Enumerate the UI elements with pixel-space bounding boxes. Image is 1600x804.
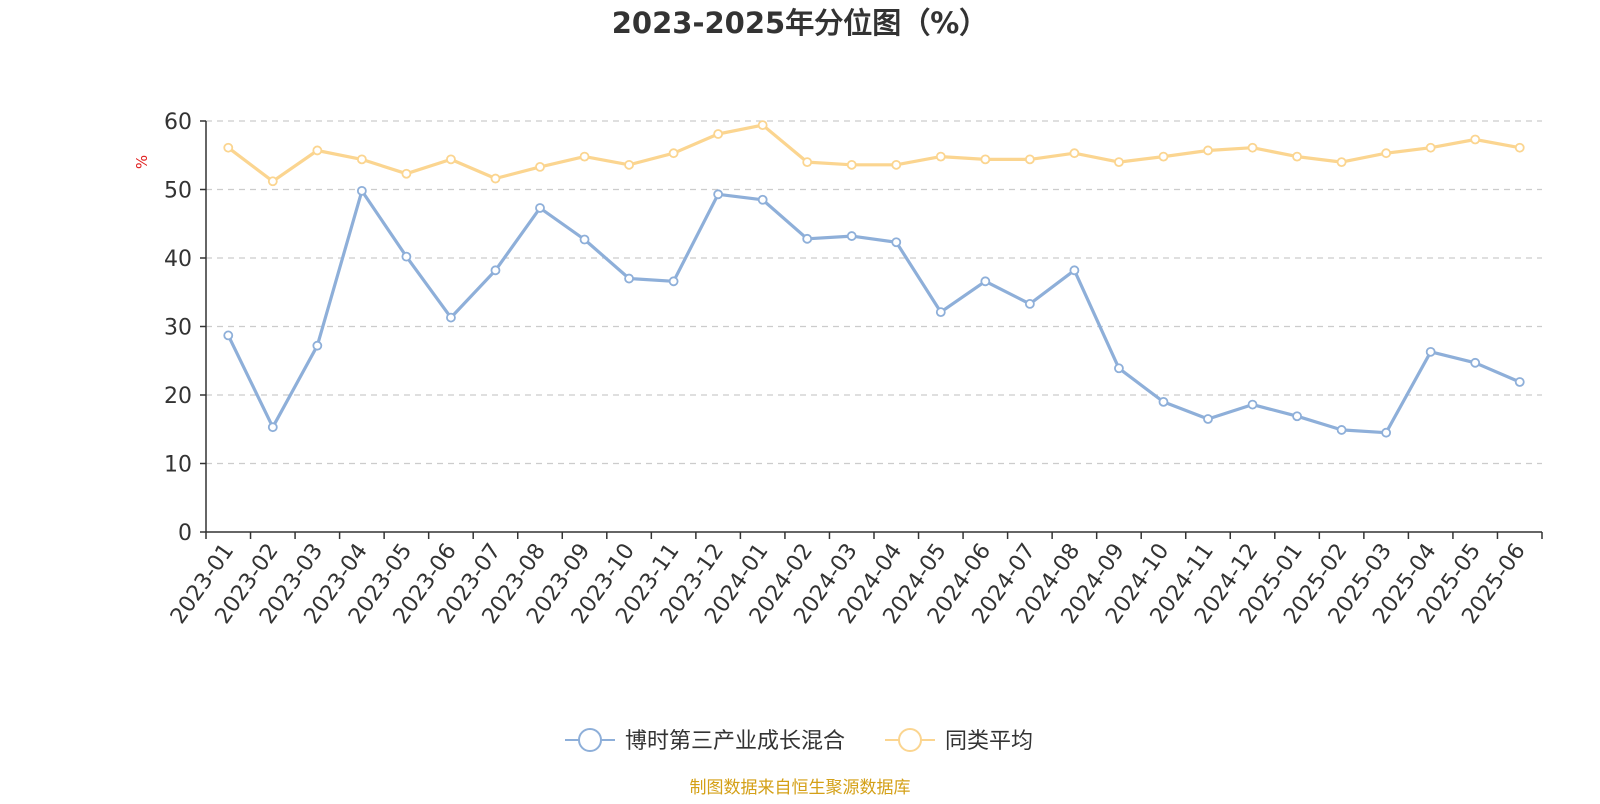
y-tick-label: 60 bbox=[164, 110, 192, 135]
data-point bbox=[490, 265, 501, 276]
data-point bbox=[535, 161, 545, 172]
legend-label: 博时第三产业成长混合 bbox=[625, 729, 845, 754]
data-point bbox=[490, 173, 501, 184]
data-point bbox=[802, 157, 813, 168]
grid-lines bbox=[206, 120, 1542, 465]
series-line bbox=[227, 123, 1520, 183]
series-1 bbox=[223, 185, 1525, 438]
series-2 bbox=[223, 120, 1525, 187]
axes: 01020304050602023-012023-022023-032023-0… bbox=[164, 110, 1543, 629]
data-point bbox=[1425, 142, 1436, 153]
data-point bbox=[891, 237, 902, 248]
data-source-note: 制图数据来自恒生聚源数据库 bbox=[690, 778, 911, 798]
y-tick-label: 50 bbox=[164, 179, 192, 204]
data-point bbox=[1336, 157, 1347, 168]
data-point bbox=[1292, 151, 1302, 162]
data-point bbox=[668, 276, 679, 287]
data-point bbox=[1470, 357, 1481, 368]
data-point bbox=[1247, 399, 1258, 410]
legend: 博时第三产业成长混合 同类平均 bbox=[565, 728, 1033, 754]
series-lines bbox=[223, 120, 1525, 438]
data-point bbox=[846, 231, 857, 241]
y-tick-label: 30 bbox=[164, 316, 192, 341]
series-line bbox=[226, 189, 1521, 435]
y-tick-label: 10 bbox=[164, 453, 192, 478]
legend-marker bbox=[578, 728, 602, 752]
data-point bbox=[1114, 363, 1124, 374]
data-point bbox=[1069, 148, 1080, 159]
data-point bbox=[1024, 298, 1035, 309]
data-point bbox=[1381, 148, 1392, 159]
chart-title: 2023-2025年分位图（%） bbox=[612, 6, 989, 40]
data-point bbox=[401, 251, 412, 262]
data-point bbox=[624, 159, 634, 170]
data-point bbox=[223, 142, 234, 153]
data-point bbox=[312, 145, 323, 156]
data-point bbox=[312, 340, 323, 351]
legend-item-1: 博时第三产业成长混合 bbox=[565, 728, 845, 754]
data-point bbox=[579, 234, 590, 245]
data-point bbox=[1069, 265, 1080, 276]
y-tick-label: 20 bbox=[164, 384, 192, 409]
data-point bbox=[1514, 377, 1525, 387]
data-point bbox=[1247, 142, 1258, 153]
data-point bbox=[891, 159, 902, 170]
data-point bbox=[1336, 425, 1347, 435]
data-point bbox=[446, 312, 456, 323]
data-point bbox=[980, 154, 991, 165]
data-point bbox=[401, 168, 412, 179]
data-point bbox=[1514, 142, 1525, 153]
data-point bbox=[846, 159, 857, 170]
data-point bbox=[1470, 134, 1481, 145]
data-point bbox=[1203, 145, 1213, 156]
data-point bbox=[535, 203, 545, 213]
data-point bbox=[1425, 346, 1436, 357]
data-point bbox=[1024, 154, 1035, 165]
data-point bbox=[579, 151, 590, 162]
data-point bbox=[223, 330, 234, 341]
data-point bbox=[356, 154, 367, 165]
data-point bbox=[1381, 427, 1392, 438]
data-point bbox=[624, 273, 634, 284]
legend-label: 同类平均 bbox=[945, 729, 1033, 754]
legend-marker bbox=[898, 728, 922, 752]
data-point bbox=[980, 276, 991, 287]
data-point bbox=[356, 185, 367, 196]
data-point bbox=[1114, 157, 1124, 168]
legend-item-2: 同类平均 bbox=[885, 728, 1033, 754]
y-tick-label: 40 bbox=[164, 247, 192, 272]
data-point bbox=[713, 129, 724, 139]
data-point bbox=[1203, 414, 1213, 424]
y-tick-label: 0 bbox=[178, 521, 192, 546]
data-point bbox=[267, 422, 278, 433]
data-point bbox=[446, 154, 456, 165]
data-point bbox=[668, 148, 679, 159]
data-point bbox=[757, 194, 768, 205]
data-point bbox=[1292, 411, 1302, 422]
data-point bbox=[802, 233, 813, 244]
data-point bbox=[757, 120, 768, 131]
data-point bbox=[935, 151, 946, 162]
data-point bbox=[935, 307, 946, 318]
data-point bbox=[1158, 151, 1169, 162]
data-point bbox=[713, 189, 724, 200]
y-axis-label: % bbox=[133, 155, 151, 169]
data-point bbox=[267, 176, 278, 187]
data-point bbox=[1158, 396, 1169, 407]
